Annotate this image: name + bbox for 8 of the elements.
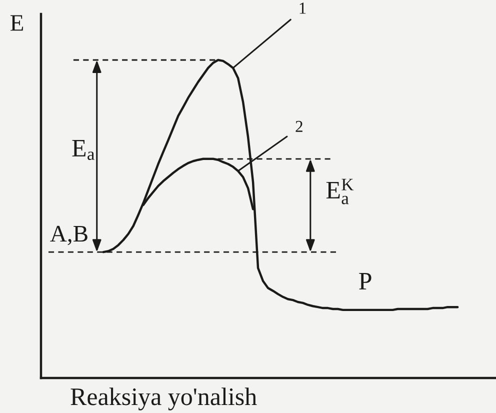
annotation: E$_{a}$ [72, 140, 94, 160]
y-axis-title: E [10, 15, 24, 31]
text: 1 [300, 2, 306, 14]
annotation: A,B [50, 226, 88, 246]
annotation: P [359, 272, 372, 290]
annotation: E$^{K}$$_{a}$ [326, 178, 354, 204]
annotation: 2 [296, 120, 302, 132]
x-axis-title: Reaksiya yo'nalish [70, 388, 257, 410]
